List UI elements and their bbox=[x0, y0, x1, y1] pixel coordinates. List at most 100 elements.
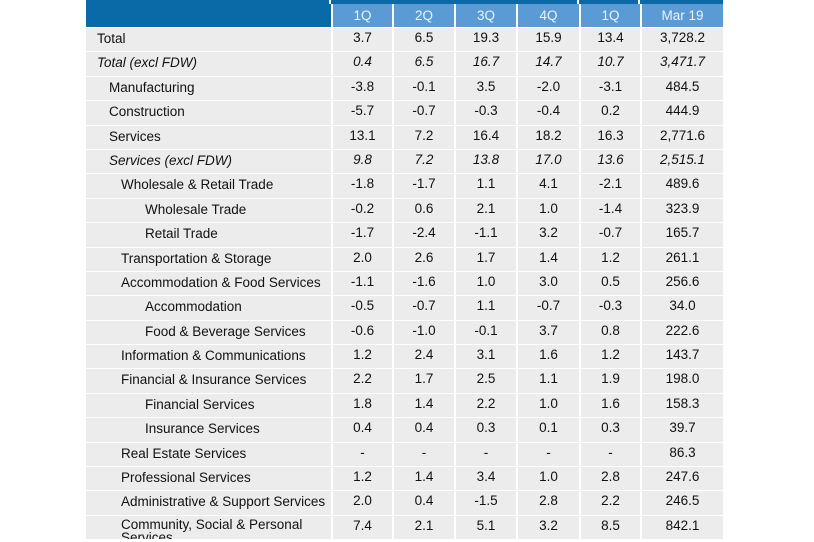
table-cell: 0.2 bbox=[579, 101, 640, 125]
table-cell: 1.7 bbox=[454, 247, 516, 271]
row-label: Manufacturing bbox=[109, 79, 195, 95]
table-cell: 9.8 bbox=[331, 149, 392, 174]
table-cell: 3.5 bbox=[454, 76, 516, 101]
table-cell: 34.0 bbox=[640, 296, 723, 320]
table-cell: 5.1 bbox=[454, 515, 516, 540]
column-header: 4Q bbox=[516, 4, 579, 27]
table-cell: -0.7 bbox=[516, 296, 579, 320]
table-cell: 158.3 bbox=[640, 393, 723, 418]
table-cell: 444.9 bbox=[640, 101, 723, 125]
table-cell: 17.0 bbox=[516, 149, 579, 174]
table-cell: 143.7 bbox=[640, 345, 723, 369]
table-cell: 256.6 bbox=[640, 271, 723, 296]
table-cell: - bbox=[331, 442, 392, 467]
table-cell: -2.4 bbox=[392, 223, 454, 247]
table-cell: 1.6 bbox=[579, 393, 640, 418]
table-cell: 2.2 bbox=[454, 393, 516, 418]
table-cell: 1.8 bbox=[331, 393, 392, 418]
table-cell: -1.1 bbox=[454, 223, 516, 247]
table-cell: 0.8 bbox=[579, 320, 640, 345]
table-cell: 1.1 bbox=[516, 369, 579, 393]
header-row: 1Q 2Q 3Q 4Q 1Q Mar 19 bbox=[86, 4, 723, 27]
row-label: Accommodation bbox=[145, 299, 242, 315]
table-row: Wholesale Trade -0.2 0.6 2.1 1.0 -1.4 323.9 bbox=[86, 197, 723, 223]
row-label: Services bbox=[109, 128, 161, 144]
table-cell: 2.2 bbox=[331, 369, 392, 393]
row-label: Retail Trade bbox=[145, 226, 218, 242]
table-row: Services (excl FDW) 9.8 7.2 13.8 17.0 13.6 2,5… bbox=[86, 148, 723, 174]
table-cell: 1.0 bbox=[516, 198, 579, 223]
table-cell: 0.3 bbox=[454, 418, 516, 442]
column-header: 1Q bbox=[579, 4, 640, 27]
table-cell: 3,728.2 bbox=[640, 28, 723, 52]
row-label: Insurance Services bbox=[145, 421, 260, 437]
table-cell: 222.6 bbox=[640, 320, 723, 345]
table-cell: 18.2 bbox=[516, 125, 579, 149]
table-cell: -0.3 bbox=[454, 101, 516, 125]
table-cell: 489.6 bbox=[640, 174, 723, 198]
table-cell: -0.7 bbox=[579, 223, 640, 247]
table-cell: -1.1 bbox=[331, 271, 392, 296]
row-label: Wholesale & Retail Trade bbox=[121, 177, 274, 193]
table-cell: 16.3 bbox=[579, 125, 640, 149]
table-cell: 0.4 bbox=[331, 52, 392, 76]
table-cell: 3.2 bbox=[516, 515, 579, 540]
table-cell: 323.9 bbox=[640, 198, 723, 223]
table-cell: 14.7 bbox=[516, 52, 579, 76]
table-cell: -0.7 bbox=[392, 296, 454, 320]
table-cell: 0.4 bbox=[392, 418, 454, 442]
table-row: Real Estate Services - - - - -86.3 bbox=[86, 441, 723, 467]
table-cell: 2,771.6 bbox=[640, 125, 723, 149]
table-cell: - bbox=[392, 442, 454, 467]
table-cell: 7.4 bbox=[331, 515, 392, 540]
table-cell: 15.9 bbox=[516, 28, 579, 52]
table-cell: 1.4 bbox=[392, 467, 454, 491]
row-label: Information & Communications bbox=[121, 348, 306, 364]
table-row: Food & Beverage Services -0.6 -1.0 -0.1 3.7 0… bbox=[86, 319, 723, 345]
table-cell: 1.2 bbox=[579, 247, 640, 271]
table-row: Total (excl FDW) 0.4 6.5 16.7 14.7 10.7 3,471.… bbox=[86, 51, 723, 76]
table-cell: -1.0 bbox=[392, 320, 454, 345]
row-label: Financial Services bbox=[145, 396, 255, 412]
table-row: Community, Social & Personal Services 7.4… bbox=[86, 514, 723, 540]
table-cell: -2.0 bbox=[516, 76, 579, 101]
row-label: Financial & Insurance Services bbox=[121, 372, 307, 388]
table-cell: 6.5 bbox=[392, 28, 454, 52]
table-cell: 2.0 bbox=[331, 491, 392, 515]
column-header: 2Q bbox=[392, 4, 454, 27]
table-cell: 198.0 bbox=[640, 369, 723, 393]
table-cell: - bbox=[454, 442, 516, 467]
column-header: 1Q bbox=[331, 4, 392, 27]
row-label: Construction bbox=[109, 104, 185, 120]
table-cell: -1.4 bbox=[579, 198, 640, 223]
table-cell: 0.4 bbox=[392, 491, 454, 515]
header-group-separator bbox=[577, 0, 579, 4]
table-cell: -1.5 bbox=[454, 491, 516, 515]
table-cell: -0.2 bbox=[331, 198, 392, 223]
table-row: Wholesale & Retail Trade -1.8 -1.7 1.1 4.1 -2… bbox=[86, 173, 723, 198]
table-cell: 3.2 bbox=[516, 223, 579, 247]
table-cell: 1.2 bbox=[579, 345, 640, 369]
table-cell: -1.7 bbox=[331, 223, 392, 247]
table-cell: 1.6 bbox=[516, 345, 579, 369]
table-cell: 484.5 bbox=[640, 76, 723, 101]
table-cell: -0.1 bbox=[454, 320, 516, 345]
table-row: Accommodation -0.5 -0.7 1.1 -0.7 -0.3 34.0 bbox=[86, 295, 723, 320]
table-cell: 7.2 bbox=[392, 149, 454, 174]
table-cell: 0.6 bbox=[392, 198, 454, 223]
table-cell: -5.7 bbox=[331, 101, 392, 125]
table-cell: 16.4 bbox=[454, 125, 516, 149]
table-row: Construction -5.7 -0.7 -0.3 -0.4 0.2 444.9 bbox=[86, 100, 723, 125]
table-cell: 2.0 bbox=[331, 247, 392, 271]
table-row: Transportation & Storage 2.0 2.6 1.7 1.4 1.2 2… bbox=[86, 246, 723, 271]
table-cell: 2.4 bbox=[392, 345, 454, 369]
header-group-separator bbox=[638, 0, 640, 4]
table-cell: -0.3 bbox=[579, 296, 640, 320]
table-row: Administrative & Support Services 2.0 0.4-… bbox=[86, 490, 723, 515]
row-label: Accommodation & Food Services bbox=[121, 274, 321, 290]
row-label: Real Estate Services bbox=[121, 445, 247, 461]
table-cell: 13.1 bbox=[331, 125, 392, 149]
table-cell: 0.3 bbox=[579, 418, 640, 442]
table-cell: -0.1 bbox=[392, 76, 454, 101]
table-cell: 3.0 bbox=[516, 271, 579, 296]
